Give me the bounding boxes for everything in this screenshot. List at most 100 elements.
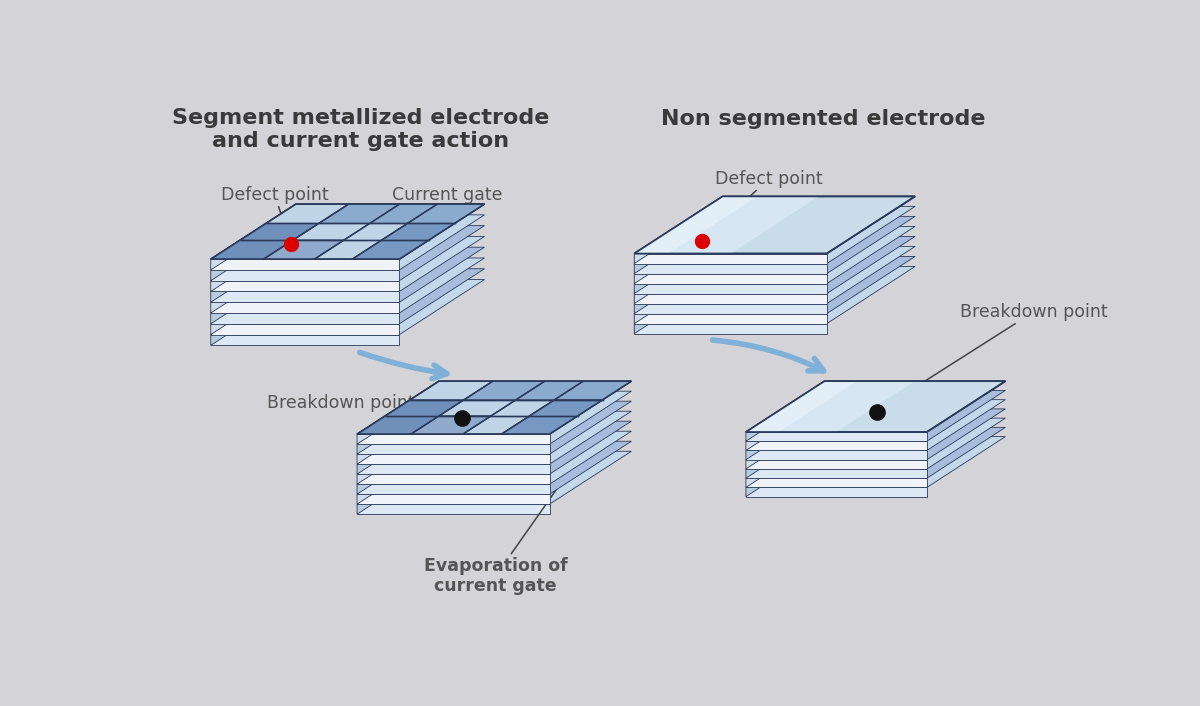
Polygon shape (635, 256, 916, 313)
Polygon shape (211, 281, 400, 292)
Polygon shape (635, 217, 722, 284)
Polygon shape (211, 292, 400, 302)
Polygon shape (358, 381, 631, 434)
Polygon shape (464, 381, 631, 400)
Polygon shape (211, 280, 485, 335)
Polygon shape (358, 391, 439, 454)
Polygon shape (635, 227, 916, 284)
Polygon shape (746, 432, 926, 441)
Polygon shape (746, 409, 1006, 460)
Polygon shape (502, 400, 602, 434)
Polygon shape (358, 474, 550, 484)
Polygon shape (358, 494, 550, 504)
Polygon shape (635, 227, 722, 294)
Polygon shape (746, 427, 824, 487)
Polygon shape (635, 313, 827, 323)
Polygon shape (746, 460, 926, 469)
Polygon shape (211, 313, 400, 324)
Polygon shape (635, 273, 827, 284)
Polygon shape (358, 464, 550, 474)
Polygon shape (211, 335, 400, 345)
Text: Breakdown point: Breakdown point (877, 303, 1108, 412)
Polygon shape (264, 240, 344, 259)
Polygon shape (746, 409, 824, 469)
Polygon shape (635, 323, 827, 334)
Polygon shape (358, 454, 550, 464)
Polygon shape (358, 431, 631, 484)
Text: Evaporation of
current gate: Evaporation of current gate (424, 424, 602, 595)
Polygon shape (746, 390, 1006, 441)
Polygon shape (211, 269, 296, 335)
Polygon shape (635, 294, 827, 304)
Polygon shape (635, 266, 722, 334)
Polygon shape (635, 304, 827, 313)
Polygon shape (746, 381, 824, 441)
Polygon shape (211, 215, 485, 270)
Polygon shape (358, 451, 631, 504)
Polygon shape (635, 246, 722, 313)
Polygon shape (746, 381, 1006, 432)
Polygon shape (211, 280, 296, 345)
Polygon shape (635, 237, 722, 304)
Polygon shape (635, 253, 827, 263)
Polygon shape (211, 226, 485, 281)
Polygon shape (635, 217, 916, 273)
Polygon shape (746, 381, 857, 432)
Polygon shape (358, 441, 631, 494)
Polygon shape (358, 381, 439, 444)
Polygon shape (353, 223, 455, 259)
Polygon shape (635, 284, 827, 294)
Polygon shape (635, 196, 818, 253)
Polygon shape (358, 421, 631, 474)
Polygon shape (635, 237, 916, 294)
Polygon shape (635, 196, 916, 253)
Polygon shape (635, 256, 722, 323)
Polygon shape (319, 204, 485, 223)
Polygon shape (358, 444, 550, 454)
Polygon shape (635, 196, 757, 253)
Polygon shape (746, 436, 824, 496)
Polygon shape (746, 418, 1006, 469)
Polygon shape (746, 390, 824, 450)
Polygon shape (746, 381, 914, 432)
Polygon shape (358, 421, 439, 484)
Polygon shape (211, 204, 485, 259)
Text: Non segmented electrode: Non segmented electrode (661, 109, 985, 129)
Polygon shape (746, 478, 926, 487)
Polygon shape (635, 196, 722, 263)
Polygon shape (635, 196, 916, 253)
Polygon shape (746, 381, 1006, 432)
Polygon shape (211, 258, 296, 324)
Polygon shape (211, 324, 400, 335)
Polygon shape (635, 206, 722, 273)
Text: Defect point: Defect point (221, 186, 329, 244)
Polygon shape (211, 247, 485, 302)
Polygon shape (211, 302, 400, 313)
Text: Segment metallized electrode
and current gate action: Segment metallized electrode and current… (173, 108, 550, 151)
Polygon shape (211, 237, 485, 292)
Polygon shape (358, 400, 464, 434)
Polygon shape (358, 431, 439, 494)
Polygon shape (211, 204, 485, 259)
Polygon shape (211, 247, 296, 313)
Polygon shape (746, 469, 926, 478)
Text: Current gate: Current gate (360, 186, 503, 238)
Polygon shape (211, 237, 296, 302)
Polygon shape (746, 400, 1006, 450)
Polygon shape (746, 436, 1006, 487)
Text: Breakdown point: Breakdown point (266, 394, 451, 418)
Polygon shape (211, 226, 296, 292)
Polygon shape (211, 269, 485, 324)
Polygon shape (211, 223, 319, 259)
Polygon shape (358, 484, 550, 494)
Polygon shape (358, 381, 631, 434)
Polygon shape (746, 487, 926, 496)
Polygon shape (358, 391, 631, 444)
Polygon shape (410, 416, 492, 434)
Polygon shape (635, 266, 916, 323)
Polygon shape (635, 206, 916, 263)
Polygon shape (211, 270, 400, 281)
Polygon shape (211, 258, 485, 313)
Polygon shape (746, 450, 926, 460)
Polygon shape (358, 401, 439, 464)
